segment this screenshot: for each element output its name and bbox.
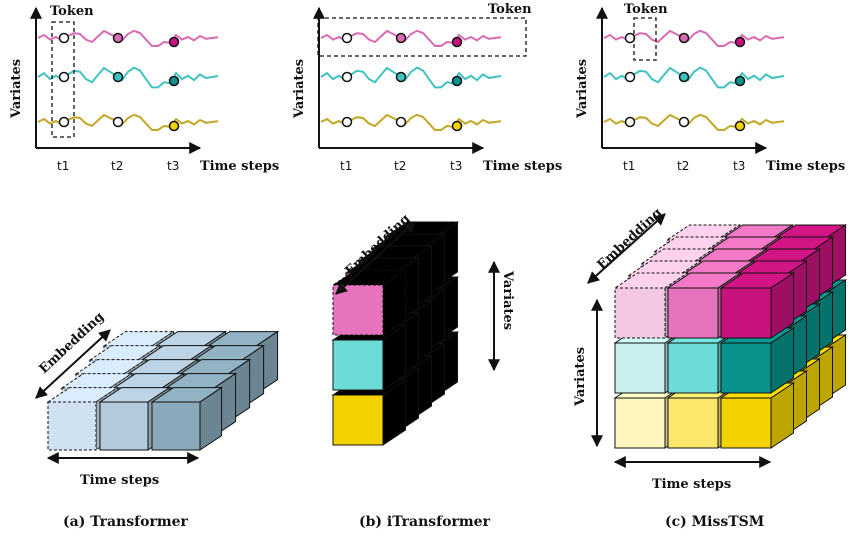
- embedding-cube: [719, 272, 796, 339]
- token-box-b: [317, 17, 527, 57]
- data-point: [58, 71, 70, 83]
- y-axis-label: Variates: [292, 59, 307, 119]
- tick-label: t2: [111, 159, 123, 173]
- tick-label: t1: [340, 159, 352, 173]
- time-label-a: Time steps: [80, 473, 159, 488]
- tick-label: t2: [394, 159, 406, 173]
- embedding-arrow-c: [587, 213, 666, 284]
- embedding-arrow-a: [35, 329, 111, 399]
- time-series-plot: Variates Time steps t1 t2 t3: [575, 6, 845, 174]
- token-label-b: Token: [488, 2, 532, 17]
- tick-label: t1: [623, 159, 635, 173]
- data-point: [734, 36, 746, 48]
- data-point: [341, 71, 353, 83]
- data-point: [451, 36, 463, 48]
- variates-label-b: Variates: [500, 270, 515, 330]
- caption-a: (a) Transformer: [63, 514, 189, 530]
- token-box-c: [633, 17, 657, 61]
- x-axis-label: Time steps: [766, 159, 845, 174]
- data-point: [395, 32, 407, 44]
- token-label-c: Token: [624, 2, 668, 17]
- data-point: [624, 32, 636, 44]
- embedding-cube: [331, 269, 408, 336]
- data-point: [734, 75, 746, 87]
- data-point: [341, 32, 353, 44]
- data-point: [678, 71, 690, 83]
- x-axis-label: Time steps: [200, 159, 279, 174]
- data-point: [395, 71, 407, 83]
- data-point: [168, 36, 180, 48]
- data-point: [451, 120, 463, 132]
- tick-label: t3: [733, 159, 745, 173]
- x-axis-label: Time steps: [483, 159, 562, 174]
- data-point: [58, 32, 70, 44]
- token-box-a: [51, 21, 75, 138]
- embedding-arrow-b: [335, 221, 416, 295]
- token-label-a: Token: [50, 4, 94, 19]
- data-point: [734, 120, 746, 132]
- data-point: [112, 32, 124, 44]
- data-point: [58, 116, 70, 128]
- data-point: [624, 116, 636, 128]
- tick-label: t2: [677, 159, 689, 173]
- data-point: [341, 116, 353, 128]
- data-point: [451, 75, 463, 87]
- time-series-plot: Variates Time steps t1 t2 t3: [292, 6, 562, 174]
- caption-b: (b) iTransformer: [359, 514, 491, 530]
- time-series-plot: Variates Time steps t1 t2 t3: [9, 6, 279, 174]
- tick-label: t1: [57, 159, 69, 173]
- data-point: [168, 120, 180, 132]
- variates-label-c: Variates: [573, 347, 588, 407]
- data-point: [678, 116, 690, 128]
- y-axis-label: Variates: [9, 59, 24, 119]
- tick-label: t3: [450, 159, 462, 173]
- data-point: [168, 75, 180, 87]
- time-label-c: Time steps: [652, 477, 731, 492]
- data-point: [678, 32, 690, 44]
- tick-label: t3: [167, 159, 179, 173]
- data-point: [112, 116, 124, 128]
- data-point: [395, 116, 407, 128]
- data-point: [624, 71, 636, 83]
- embedding-cube: [150, 386, 224, 451]
- caption-c: (c) MissTSM: [665, 514, 764, 530]
- y-axis-label: Variates: [575, 59, 590, 119]
- data-point: [112, 71, 124, 83]
